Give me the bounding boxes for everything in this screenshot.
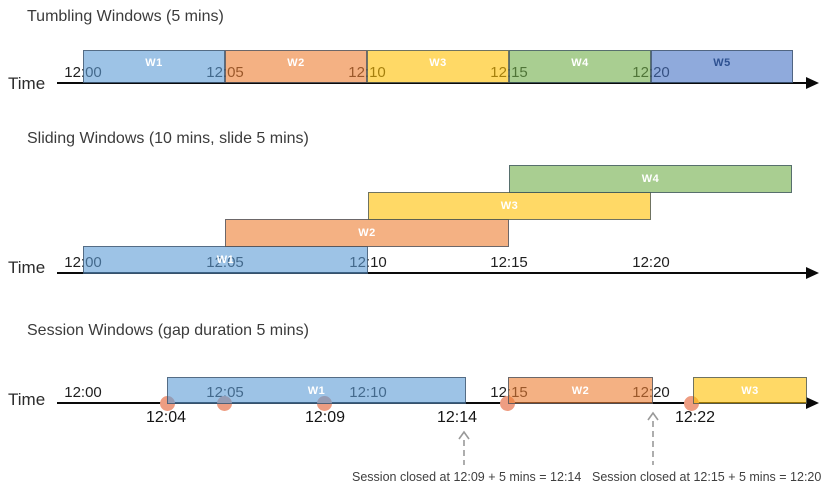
tumbling-window-w3-label: W3 [429, 57, 447, 69]
session-tick-1200: 12:00 [64, 384, 102, 401]
session-axis-arrowhead-icon [806, 397, 819, 409]
tumbling-window-w2: W2 [225, 50, 367, 83]
session-section-title: Session Windows (gap duration 5 mins) [27, 322, 309, 339]
sliding-window-w3: W3 [368, 192, 651, 220]
event-label-1209: 12:09 [304, 409, 346, 426]
session-window-w3-label: W3 [741, 384, 759, 397]
tumbling-time-axis-label: Time [8, 74, 46, 93]
session-close-annotation-1: Session closed at 12:09 + 5 mins = 12:14 [352, 470, 582, 484]
event-label-1204: 12:04 [145, 409, 187, 426]
sliding-tick-1215: 12:15 [490, 254, 528, 271]
tumbling-window-w4-label: W4 [571, 57, 589, 69]
tumbling-window-w5-label: W5 [713, 57, 731, 69]
session-close-annotation-2: Session closed at 12:15 + 5 mins = 12:20 [592, 470, 822, 484]
sliding-section-title: Sliding Windows (10 mins, slide 5 mins) [27, 130, 309, 147]
sliding-axis-arrowhead-icon [806, 267, 819, 279]
tumbling-axis-arrowhead-icon [806, 77, 819, 89]
sliding-window-w1: W1 [83, 246, 368, 274]
session-close-arrow-1214-icon [458, 430, 470, 465]
event-label-1214: 12:14 [436, 409, 478, 426]
sliding-window-w4-label: W4 [641, 173, 660, 185]
tumbling-section-title: Tumbling Windows (5 mins) [27, 8, 224, 25]
sliding-window-w4: W4 [509, 165, 792, 193]
session-window-w3: W3 [693, 377, 807, 404]
session-window-w1-label: W1 [307, 384, 326, 397]
session-window-w1: W1 [167, 377, 466, 404]
sliding-window-w2: W2 [225, 219, 509, 247]
sliding-time-axis [57, 272, 809, 274]
tumbling-window-w4: W4 [509, 50, 651, 83]
tumbling-window-w5: W5 [651, 50, 793, 83]
session-window-w2: W2 [508, 377, 653, 404]
tumbling-time-axis [57, 82, 809, 84]
sliding-time-axis-label: Time [8, 258, 46, 277]
sliding-window-w1-label: W1 [216, 254, 235, 266]
tumbling-window-w3: W3 [367, 50, 509, 83]
sliding-window-w2-label: W2 [358, 227, 376, 239]
sliding-tick-1220: 12:20 [632, 254, 670, 271]
tumbling-window-w1: W1 [83, 50, 225, 83]
tumbling-window-w2-label: W2 [287, 57, 305, 69]
sliding-window-w3-label: W3 [500, 200, 519, 212]
tumbling-window-w1-label: W1 [145, 57, 163, 69]
session-time-axis-label: Time [8, 390, 46, 409]
session-window-w2-label: W2 [571, 384, 590, 397]
session-close-arrow-1220-icon [647, 411, 659, 465]
event-label-1222: 12:22 [674, 409, 716, 426]
